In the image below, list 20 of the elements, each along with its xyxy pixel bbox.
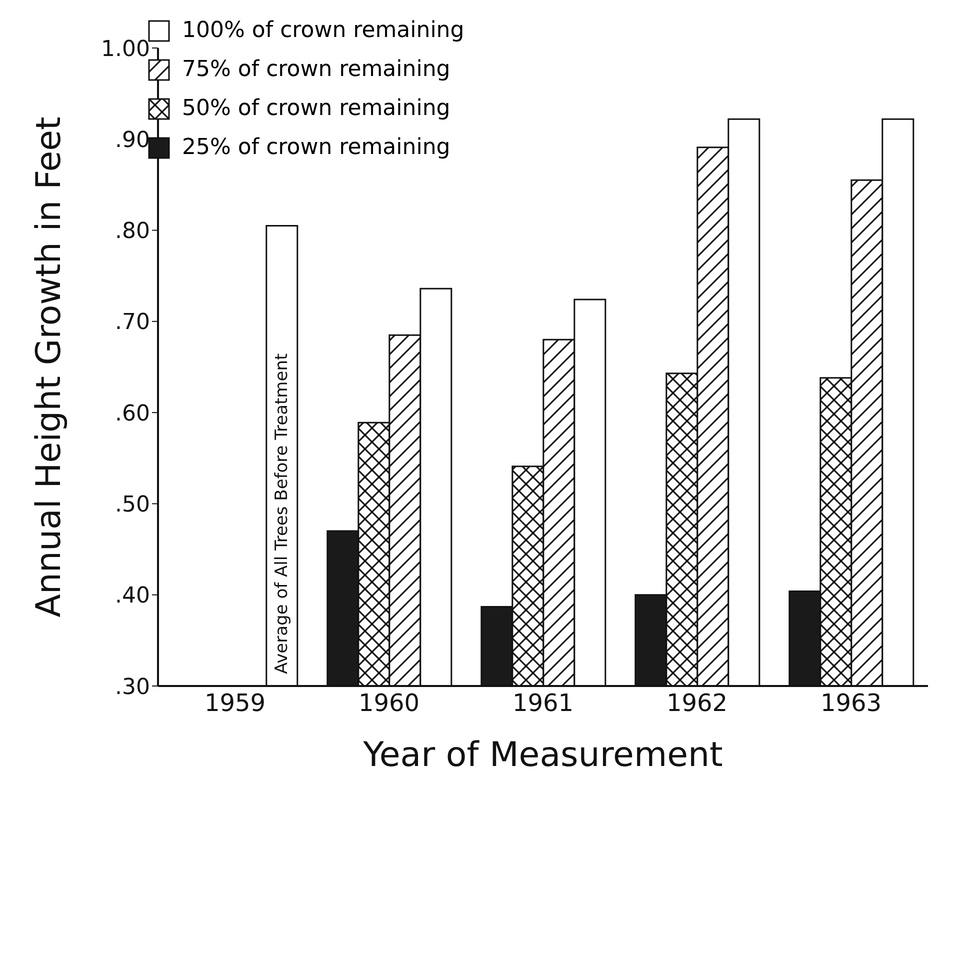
y-tick-label: .80 [115,219,150,244]
legend-label: 75% of crown remaining [182,57,450,82]
y-tick-label: .70 [115,310,150,336]
annotation: Average of All Trees Before Treatment [272,353,292,674]
x-tick-label: 1962 [666,689,728,718]
x-tick-label: 1961 [512,689,574,718]
x-tick-label: 1963 [820,689,882,718]
legend-label: 25% of crown remaining [182,135,450,160]
legend-label: 100% of crown remaining [182,18,464,43]
y-tick-label: .90 [115,128,150,153]
y-tick-label: .40 [115,584,150,609]
x-tick-label: 1959 [204,689,266,718]
y-tick-label: 1.00 [101,36,150,62]
legend-label: 50% of crown remaining [182,96,450,121]
x-axis-title: Year of Measurement [362,735,723,775]
y-tick-label: .50 [115,492,150,518]
y-axis-title: Annual Height Growth in Feet [29,116,70,618]
y-tick-label: .30 [115,674,150,700]
y-tick-label: .60 [115,401,150,426]
x-tick-label: 1960 [358,689,420,718]
